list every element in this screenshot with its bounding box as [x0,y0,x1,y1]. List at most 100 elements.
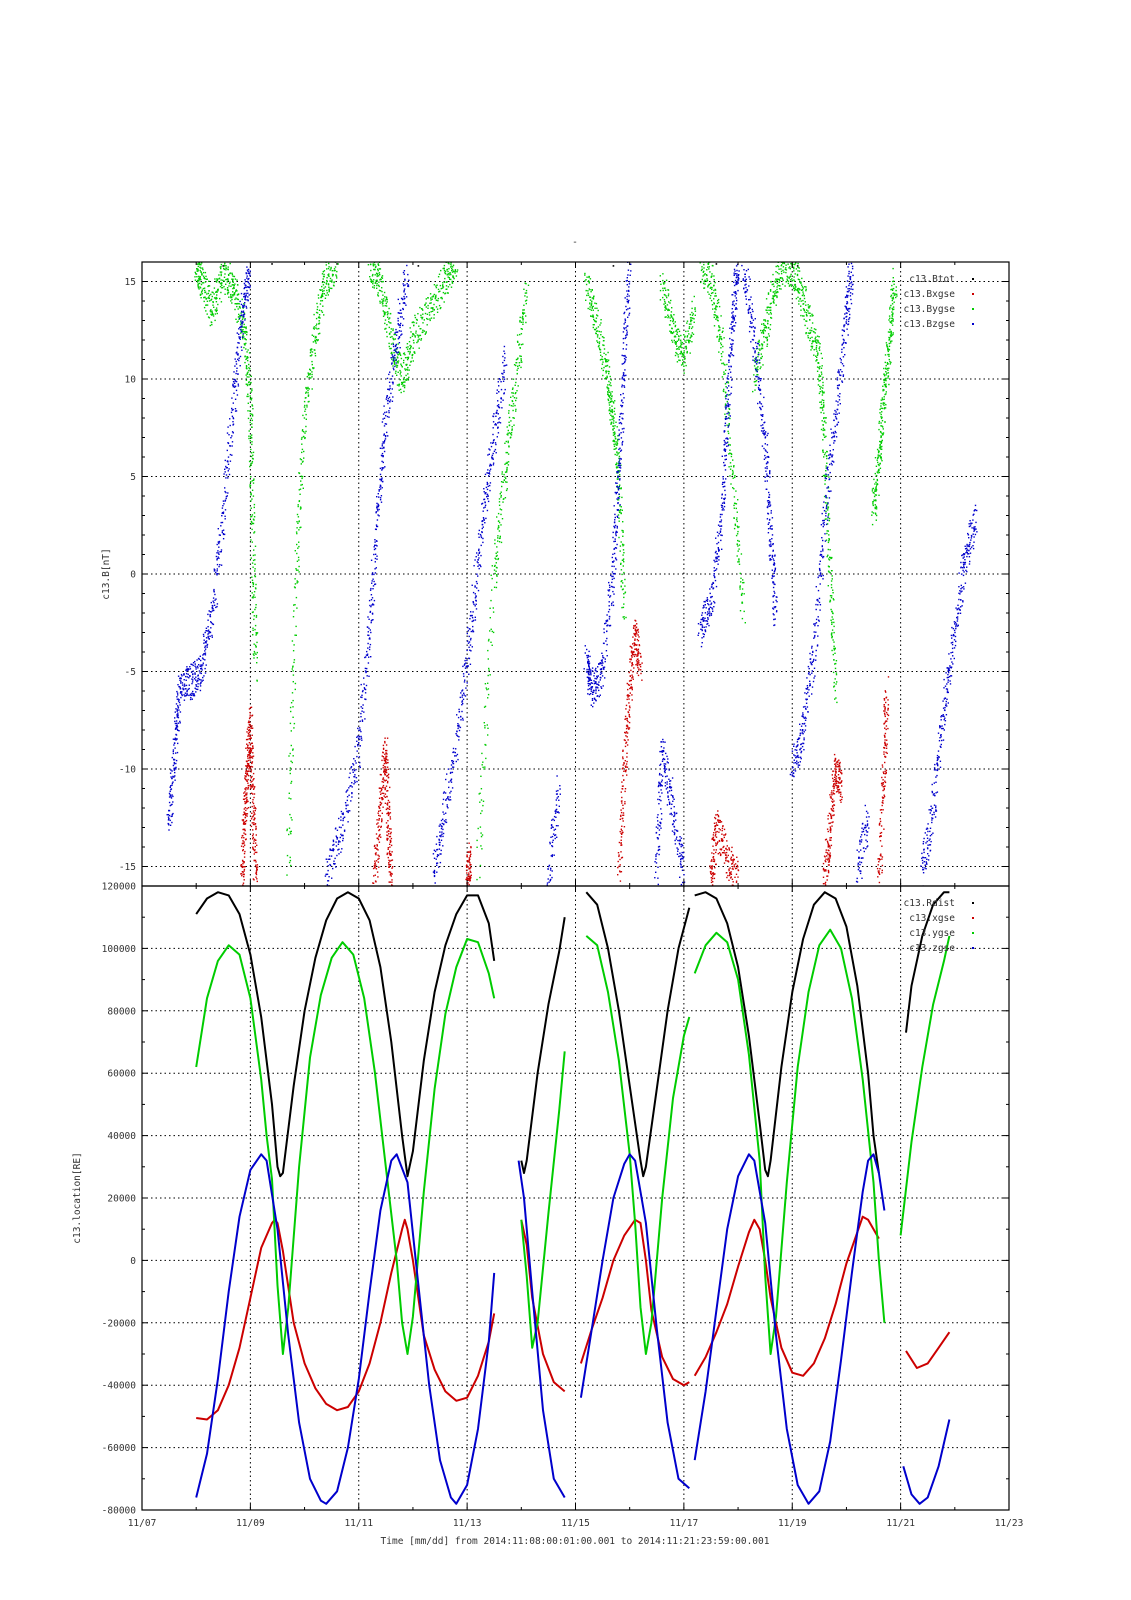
data-point [831,629,834,631]
data-point [689,340,691,342]
data-point [593,328,596,331]
data-point [629,687,631,690]
data-point [307,395,310,397]
data-point [408,353,411,355]
data-point [626,744,629,746]
data-point [822,449,824,451]
data-point [701,278,703,281]
data-point [215,281,218,283]
data-point [838,759,840,761]
data-point [888,358,890,361]
data-point [335,251,336,252]
data-point [223,259,224,260]
data-point [302,460,304,462]
data-point [318,323,320,325]
data-point [253,840,255,842]
data-point [876,484,878,486]
data-point [811,342,813,345]
data-point [424,304,426,306]
data-point [820,428,823,431]
data-point [624,745,627,748]
data-point [828,822,830,825]
data-point [789,268,791,270]
data-point [823,456,825,458]
data-point [315,311,318,314]
data-point [825,858,827,860]
data-point [740,581,742,583]
data-point [247,759,249,762]
data-point [621,529,623,532]
data-point [588,276,590,279]
data-point [417,336,420,338]
data-point [487,734,489,736]
data-point [380,803,382,806]
data-point [500,541,503,544]
data-point [505,477,507,480]
data-point [737,869,739,871]
data-point [833,793,836,795]
data-point [619,545,622,547]
data-point [243,312,246,314]
data-point [250,737,252,739]
data-point [835,784,838,787]
data-point [606,376,608,379]
data-point [678,346,680,348]
data-point [252,847,254,850]
data-point [878,494,880,496]
data-point [247,402,249,404]
data-point [875,519,877,521]
data-point [881,425,883,427]
data-point [254,559,256,561]
data-point [826,457,828,460]
data-point [880,413,882,416]
data-point [253,879,255,881]
data-point [479,801,481,803]
data-point [410,346,412,349]
data-point [814,340,817,343]
data-point [242,315,244,318]
data-point [495,562,497,564]
data-point [201,273,203,275]
data-point [195,247,196,248]
data-point [301,461,304,463]
data-point [405,379,408,381]
data-point [294,583,297,585]
data-point [484,727,486,729]
data-point [244,356,246,358]
data-point [256,878,258,880]
data-point [731,868,734,870]
data-point [402,378,405,381]
data-point [253,819,255,821]
data-point [253,503,256,506]
data-point [715,842,717,844]
data-point [725,859,727,862]
data-point [247,356,249,359]
data-point [761,329,764,332]
data-point [302,414,304,417]
data-point [248,729,251,731]
data-point [202,275,205,277]
data-point [840,793,842,795]
data-point [320,295,323,297]
data-point [872,491,874,494]
data-point [836,766,838,768]
data-point [767,323,769,325]
data-point [878,824,881,826]
data-point [722,362,725,364]
data-point [829,599,831,601]
data-point [608,380,610,383]
data-point [392,866,394,868]
data-point [321,273,324,275]
data-point [385,779,387,781]
data-point [378,814,380,817]
data-point [744,622,746,624]
data-point [707,286,709,288]
data-point [233,294,236,296]
data-point [293,644,295,646]
data-point [828,845,830,848]
data-point [382,798,384,800]
data-point [252,842,255,844]
data-point [381,788,383,791]
data-point [879,445,881,448]
data-point [520,328,522,330]
